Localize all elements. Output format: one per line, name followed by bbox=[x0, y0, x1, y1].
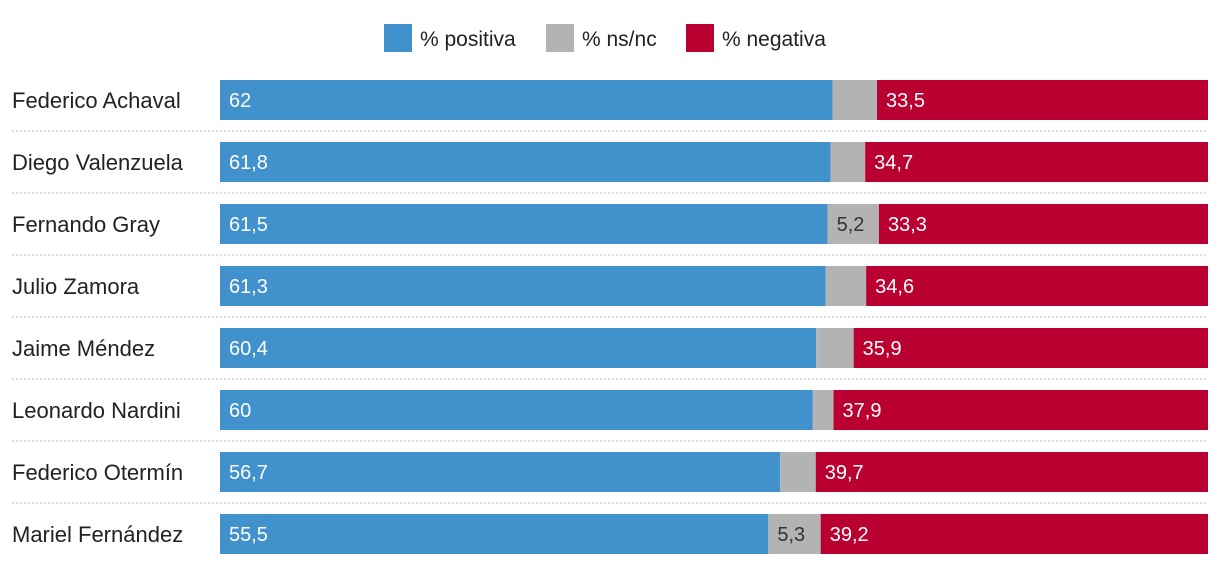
data-label-negative: 33,3 bbox=[888, 214, 927, 236]
data-label-negative: 34,6 bbox=[875, 276, 914, 298]
bar-segment-negative bbox=[865, 142, 1208, 182]
bar-segment-positive bbox=[220, 266, 826, 306]
row-label: Diego Valenzuela bbox=[12, 150, 184, 175]
legend-swatch-negative bbox=[686, 24, 714, 52]
row-label: Fernando Gray bbox=[12, 212, 160, 237]
row-diego-valenzuela: Diego Valenzuela 61,8 34,7 bbox=[12, 142, 1208, 182]
bar-segment-nsnc bbox=[812, 390, 834, 430]
row-label: Federico Otermín bbox=[12, 460, 183, 485]
row-federico-otermin: Federico Otermín 56,7 39,7 bbox=[12, 452, 1208, 492]
row-separators bbox=[12, 130, 1208, 504]
data-label-positive: 56,7 bbox=[229, 462, 268, 484]
row-fernando-gray: Fernando Gray 61,5 5,2 33,3 bbox=[12, 204, 1208, 244]
chart-rows: Federico Achaval 62 33,5 Diego Valenzuela 61… bbox=[12, 80, 1208, 554]
data-label-positive: 60,4 bbox=[229, 338, 268, 360]
row-mariel-fernandez: Mariel Fernández 55,5 5,3 39,2 bbox=[12, 514, 1208, 554]
bar-segment-positive bbox=[220, 142, 831, 182]
bar-segment-negative bbox=[820, 514, 1208, 554]
data-label-negative: 39,7 bbox=[825, 462, 864, 484]
data-label-negative: 35,9 bbox=[863, 338, 902, 360]
data-label-positive: 62 bbox=[229, 90, 251, 112]
data-label-positive: 60 bbox=[229, 400, 251, 422]
row-label: Mariel Fernández bbox=[12, 522, 183, 547]
bar-segment-negative bbox=[866, 266, 1208, 306]
row-julio-zamora: Julio Zamora 61,3 34,6 bbox=[12, 266, 1208, 306]
legend: % positiva % ns/nc % negativa bbox=[384, 24, 826, 52]
row-label: Jaime Méndez bbox=[12, 336, 155, 361]
legend-swatch-nsnc bbox=[546, 24, 574, 52]
data-label-negative: 34,7 bbox=[874, 152, 913, 174]
data-label-positive: 61,5 bbox=[229, 214, 268, 236]
data-label-nsnc: 5,3 bbox=[777, 524, 805, 546]
legend-label-positive: % positiva bbox=[420, 28, 516, 51]
bar-segment-positive bbox=[220, 204, 828, 244]
row-jaime-mendez: Jaime Méndez 60,4 35,9 bbox=[12, 328, 1208, 368]
row-label: Julio Zamora bbox=[12, 274, 140, 299]
data-label-negative: 37,9 bbox=[843, 400, 882, 422]
legend-swatch-positive bbox=[384, 24, 412, 52]
row-label: Federico Achaval bbox=[12, 88, 181, 113]
row-label: Leonardo Nardini bbox=[12, 398, 181, 423]
bar-segment-positive bbox=[220, 328, 817, 368]
bar-segment-negative bbox=[877, 80, 1208, 120]
bar-segment-nsnc bbox=[825, 266, 867, 306]
bar-segment-positive bbox=[220, 390, 813, 430]
legend-label-negative: % negativa bbox=[722, 28, 826, 51]
bar-segment-nsnc bbox=[780, 452, 816, 492]
row-federico-achaval: Federico Achaval 62 33,5 bbox=[12, 80, 1208, 120]
bar-segment-negative bbox=[833, 390, 1208, 430]
bar-segment-negative bbox=[878, 204, 1208, 244]
data-label-positive: 61,3 bbox=[229, 276, 268, 298]
data-label-negative: 33,5 bbox=[886, 90, 925, 112]
bar-segment-positive bbox=[220, 80, 833, 120]
bar-segment-nsnc bbox=[827, 204, 879, 244]
data-label-nsnc: 5,2 bbox=[837, 214, 865, 236]
bar-segment-negative bbox=[815, 452, 1208, 492]
row-leonardo-nardini: Leonardo Nardini 60 37,9 bbox=[12, 390, 1208, 430]
bar-segment-nsnc bbox=[768, 514, 821, 554]
legend-label-nsnc: % ns/nc bbox=[582, 28, 657, 51]
bar-segment-negative bbox=[853, 328, 1208, 368]
data-label-negative: 39,2 bbox=[830, 524, 869, 546]
bar-segment-nsnc bbox=[830, 142, 866, 182]
bar-segment-nsnc bbox=[832, 80, 878, 120]
data-label-positive: 55,5 bbox=[229, 524, 268, 546]
data-label-positive: 61,8 bbox=[229, 152, 268, 174]
bar-segment-positive bbox=[220, 514, 769, 554]
bar-segment-positive bbox=[220, 452, 781, 492]
bar-segment-nsnc bbox=[816, 328, 854, 368]
